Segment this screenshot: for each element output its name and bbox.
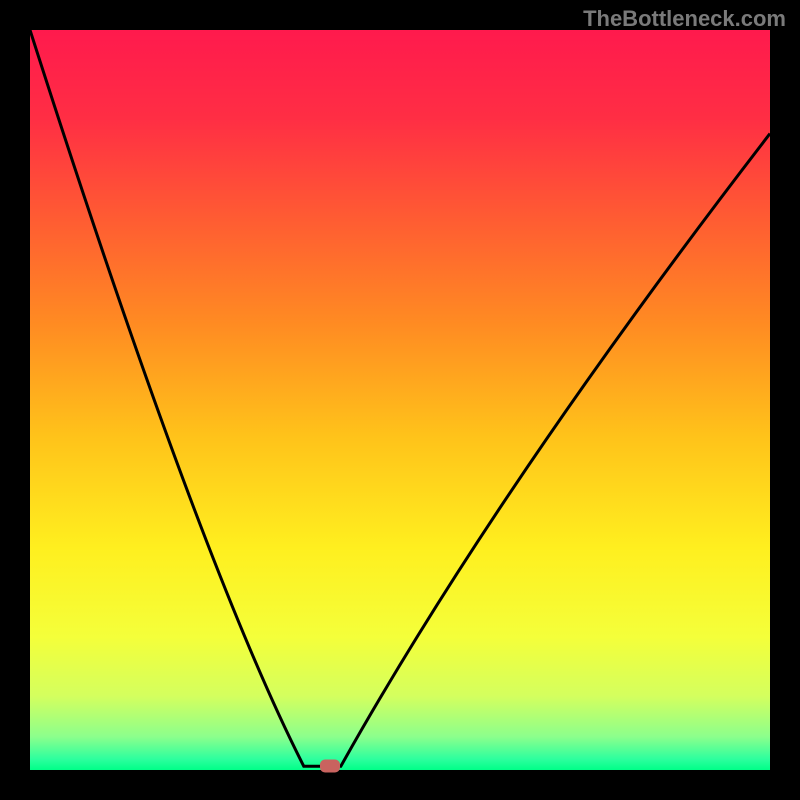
chart-frame: TheBottleneck.com xyxy=(0,0,800,800)
bottleneck-curve xyxy=(30,30,770,770)
watermark-text: TheBottleneck.com xyxy=(583,6,786,32)
plot-area xyxy=(30,30,770,770)
optimal-marker xyxy=(320,759,340,772)
